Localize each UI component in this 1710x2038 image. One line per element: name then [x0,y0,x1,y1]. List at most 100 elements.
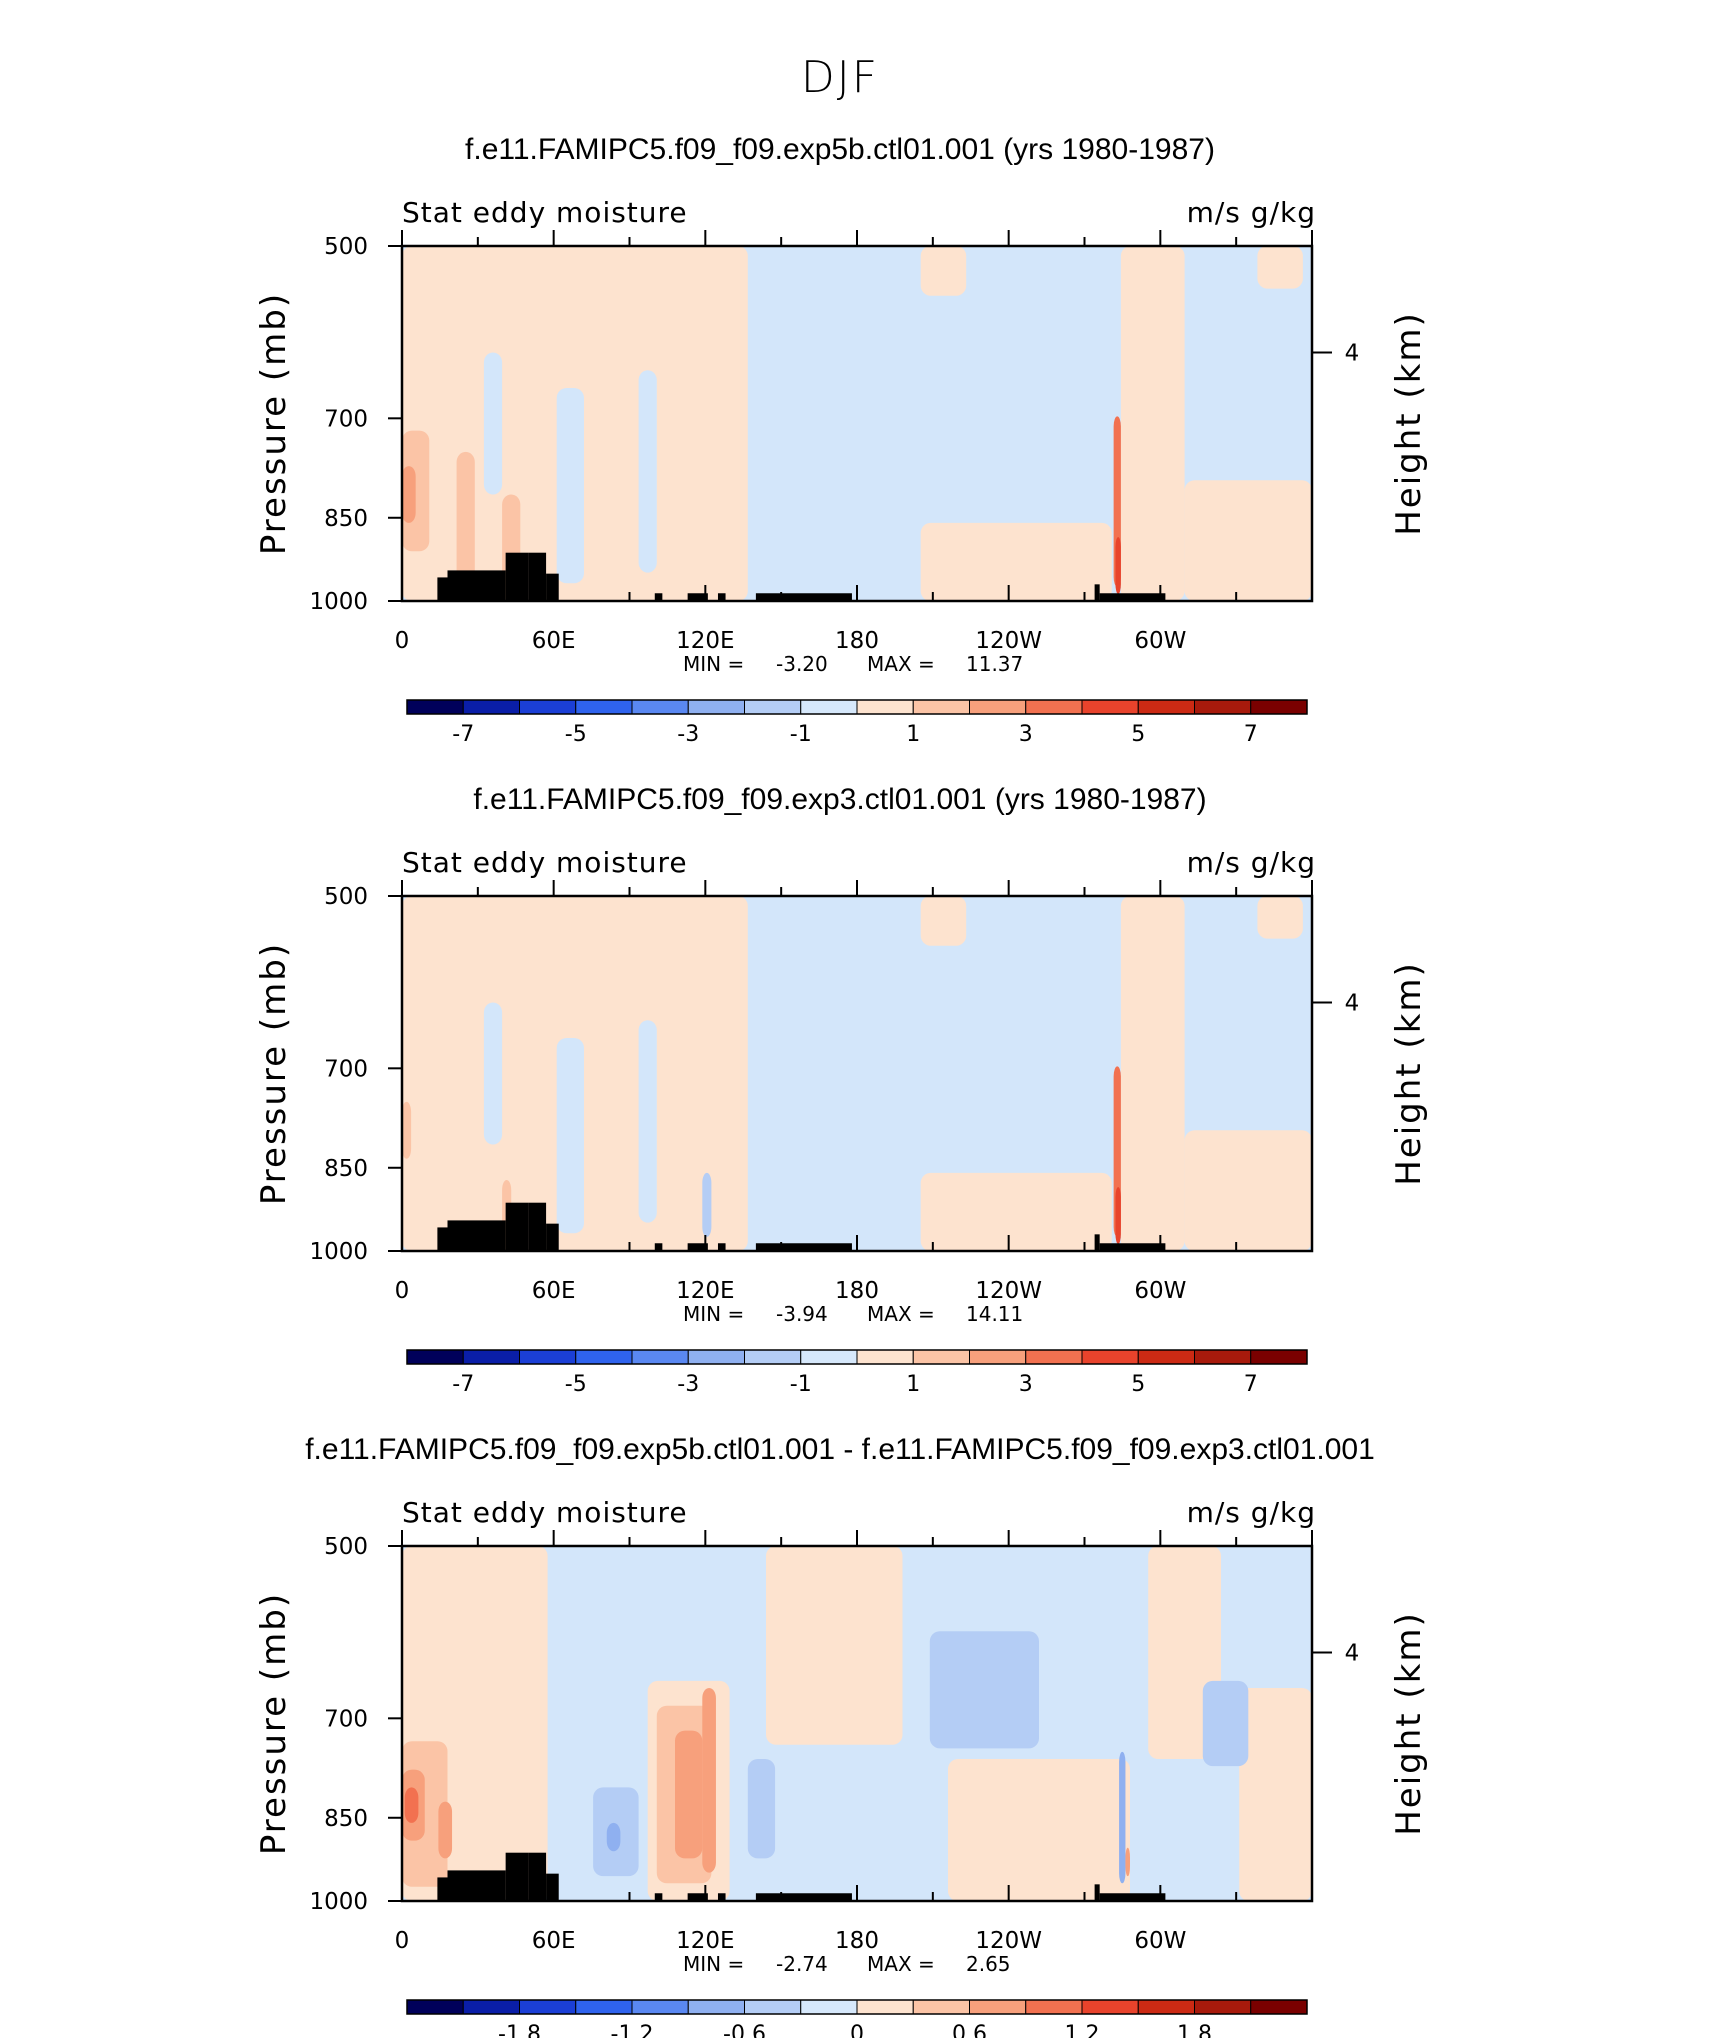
colorbar-box [856,1349,914,1365]
contour-region [483,352,503,495]
panel-1: f.e11.FAMIPC5.f09_f09.exp5b.ctl01.001 (y… [254,133,1429,747]
terrain-block [546,573,559,601]
contour-region [702,1172,712,1237]
contour-region [1115,537,1121,594]
colorbar-box [800,699,858,715]
colorbar-label: -0.6 [723,2022,766,2038]
y-tick-label: 850 [324,506,368,532]
contour-region [483,1002,503,1145]
min-label: MIN = [683,1302,744,1326]
colorbar-label: -5 [565,722,587,747]
min-value: -3.20 [776,652,828,676]
colorbar-box [1137,699,1195,715]
colorbar-box [519,1349,577,1365]
colorbar-label: -1 [790,722,812,747]
x-tick-label: 60E [532,1278,576,1304]
panel-2: f.e11.FAMIPC5.f09_f09.exp3.ctl01.001 (yr… [254,783,1429,1397]
y-axis-label: Pressure (mb) [254,292,294,555]
colorbar-box [912,699,970,715]
terrain-block [1099,1893,1166,1901]
colorbar-box [1025,699,1083,715]
right-string: m/s g/kg [1187,1496,1316,1529]
colorbar-box [462,1999,520,2015]
terrain-block [447,570,506,601]
max-value: 14.11 [966,1302,1023,1326]
terrain-block [687,1893,708,1901]
terrain-block [687,1243,708,1251]
colorbar-box [969,1349,1027,1365]
colorbar-frame [406,1349,1308,1365]
right-tick-label: 4 [1345,341,1360,367]
colorbar-box [406,1349,464,1365]
x-tick-label: 120W [975,1278,1042,1304]
colorbar-box [912,1999,970,2015]
terrain-block [654,1893,663,1901]
x-tick-label: 120W [975,1928,1042,1954]
contour-region [1239,1688,1312,1901]
colorbar-label: -3 [677,722,699,747]
x-tick-label: 60W [1134,628,1186,654]
colorbar-box [406,699,464,715]
colorbar-box [1250,699,1308,715]
contour-region [1120,246,1185,601]
colorbar-box [969,699,1027,715]
colorbar-box [1194,699,1252,715]
colorbar-label: 5 [1131,1372,1145,1397]
colorbar-box [631,1999,689,2015]
contour-region [456,451,475,587]
x-tick-label: 60W [1134,1278,1186,1304]
colorbar-box [1250,1349,1308,1365]
terrain-block [1099,1243,1166,1251]
y-axis-label: Pressure (mb) [254,1592,294,1855]
y-tick-label: 700 [324,1706,368,1732]
contour-region [404,1787,419,1823]
contour-region [948,1759,1130,1901]
terrain-block [1099,593,1166,601]
contour-region [920,246,967,296]
min-label: MIN = [683,652,744,676]
right-tick-label: 4 [1345,1641,1360,1667]
y-tick-label: 1000 [309,1239,368,1265]
y-axis-label: Pressure (mb) [254,942,294,1205]
colorbar-box [575,1349,633,1365]
colorbar-box [519,1999,577,2015]
colorbar-label: 7 [1244,1372,1258,1397]
right-string: m/s g/kg [1187,846,1316,879]
colorbar-label: -7 [452,1372,474,1397]
contour-region [1115,1187,1121,1244]
colorbar-box [1250,1999,1308,2015]
colorbar-box [856,1999,914,2015]
y-tick-label: 850 [324,1156,368,1182]
terrain-block [755,1893,852,1901]
contour-region [1125,1847,1130,1877]
colorbar-box [575,1999,633,2015]
y-tick-label: 1000 [309,1889,368,1915]
contour-region [638,1020,657,1223]
colorbar-label: -5 [565,1372,587,1397]
terrain-block [447,1220,506,1251]
left-string: Stat eddy moisture [402,196,688,229]
x-tick-label: 120E [676,1928,734,1954]
colorbar-frame [406,1999,1308,2015]
max-value: 2.65 [966,1952,1011,1976]
panel-3: f.e11.FAMIPC5.f09_f09.exp5b.ctl01.001 - … [254,1433,1429,2038]
y-tick-label: 500 [324,1534,368,1560]
colorbar-box [631,1349,689,1365]
y-tick-label: 700 [324,406,368,432]
min-value: -3.94 [776,1302,828,1326]
colorbar-box [406,1999,464,2015]
x-tick-label: 180 [835,628,879,654]
x-tick-label: 60E [532,1928,576,1954]
contour-region [1119,1751,1126,1884]
contour-region [1257,896,1303,939]
colorbar-box [1194,1999,1252,2015]
colorbar-label: -1.2 [611,2022,654,2038]
terrain-block [546,1873,559,1901]
contour-region [556,1038,584,1234]
terrain-block [528,1852,547,1901]
x-tick-label: 0 [395,1928,410,1954]
contour-region [766,1546,903,1745]
terrain-block [528,1202,547,1251]
terrain-block [717,593,726,601]
colorbar-box [1081,1349,1139,1365]
